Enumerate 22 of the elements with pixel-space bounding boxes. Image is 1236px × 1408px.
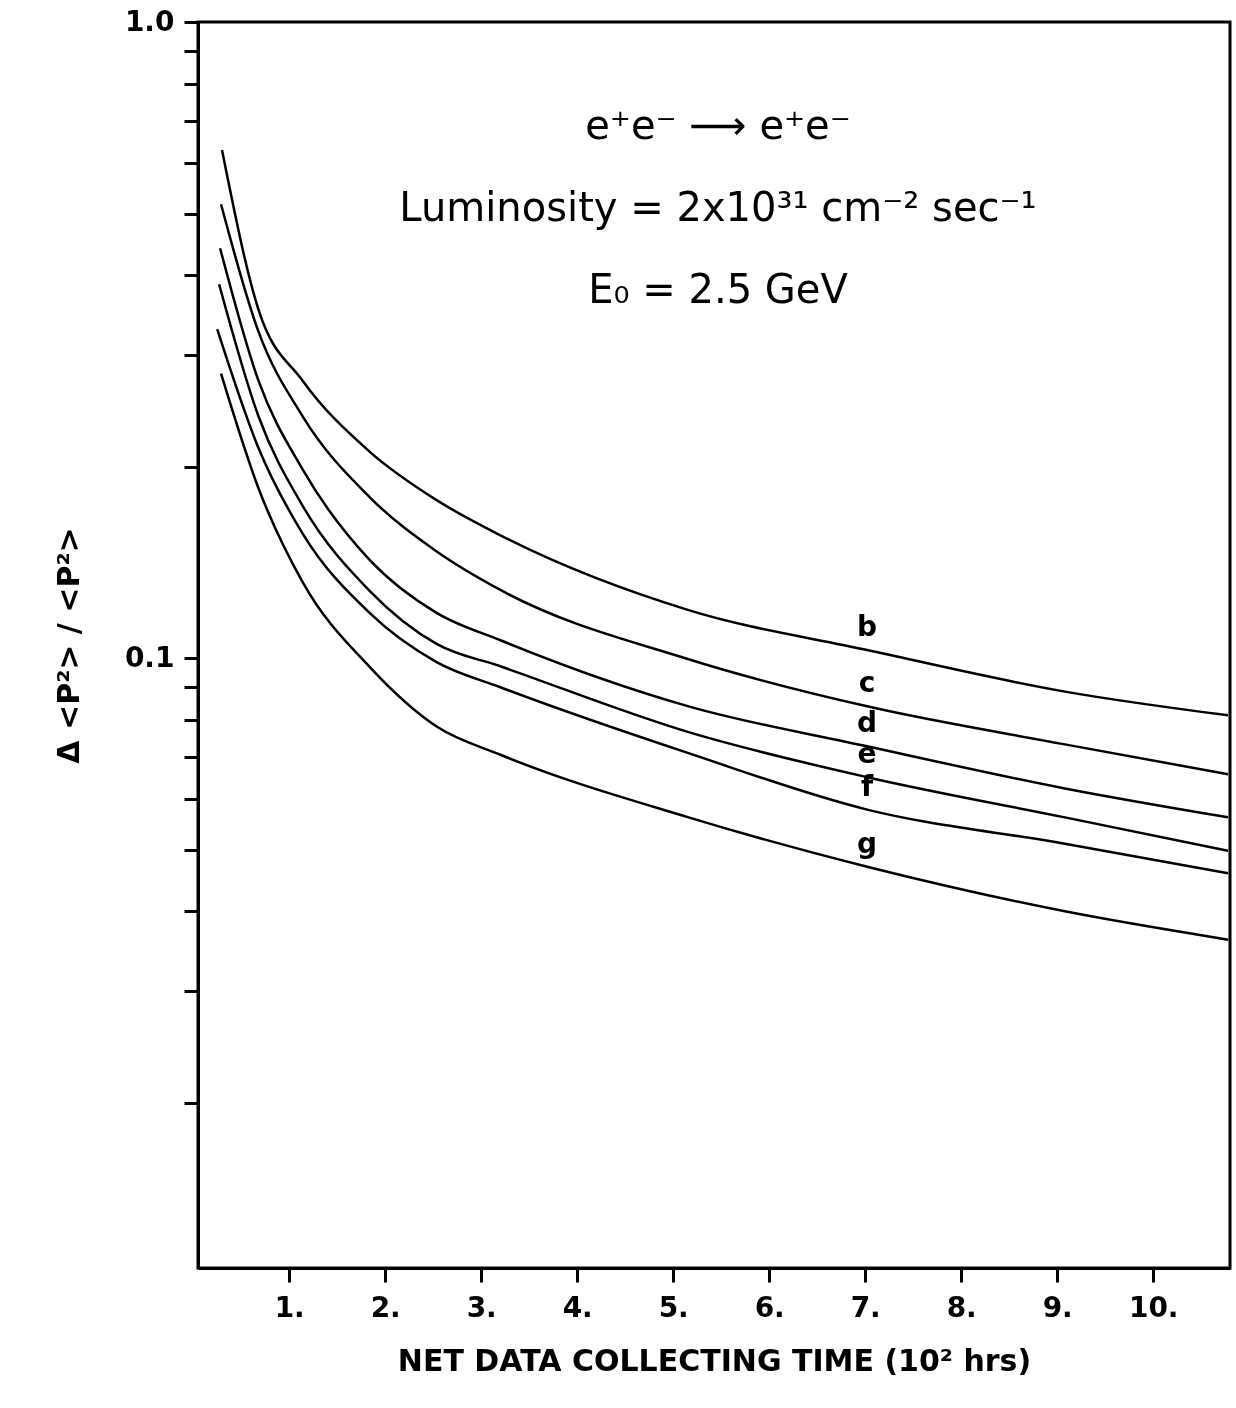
y-axis-title: Δ <P²> / <P²> [50,527,86,764]
series-label: g [857,826,878,860]
x-tick-label: 5. [658,1290,689,1324]
annotation: Luminosity = 2x10³¹ cm⁻² sec⁻¹ [399,184,1037,230]
x-tick-label: 9. [1042,1290,1073,1324]
series-label: b [857,610,878,643]
x-tick-label: 3. [466,1290,497,1324]
series-label: c [858,666,876,700]
annotation: E₀ = 2.5 GeV [588,266,849,312]
series-label: e [857,737,877,771]
x-tick-label: 8. [946,1290,977,1324]
y-tick-label: 0.1 [124,640,175,674]
x-tick-label: 6. [754,1290,785,1324]
x-tick-label: 2. [370,1290,401,1324]
annotation: e⁺e⁻ ⟶ e⁺e⁻ [585,102,851,148]
y-tick-label: 1.0 [124,4,175,38]
x-axis-title: NET DATA COLLECTING TIME (10² hrs) [397,1342,1032,1378]
series-label: d [857,706,878,740]
x-tick-label: 7. [850,1290,881,1324]
x-tick-label: 10. [1128,1290,1179,1324]
x-tick-label: 1. [274,1290,305,1324]
x-tick-label: 4. [562,1290,593,1324]
